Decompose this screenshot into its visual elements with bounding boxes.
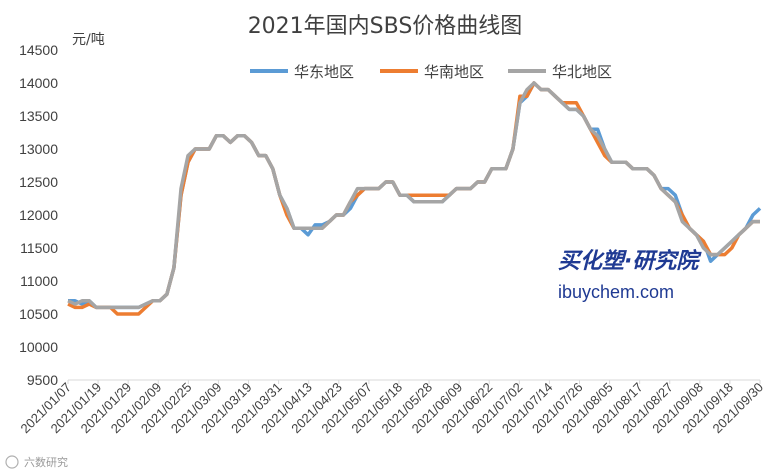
watermark-url: ibuychem.com	[558, 282, 674, 302]
x-axis: 2021/01/072021/01/192021/01/292021/02/09…	[17, 380, 766, 437]
corner-logo-icon	[5, 455, 19, 469]
y-axis-unit: 元/吨	[72, 32, 105, 48]
chart-title: 2021年国内SBS价格曲线图	[248, 14, 523, 39]
y-tick-label: 14000	[19, 75, 58, 91]
watermark-brand: 买化塑·研究院	[558, 248, 702, 274]
series-group	[67, 81, 762, 316]
y-tick-label: 12000	[19, 207, 58, 223]
series-line-2	[67, 81, 760, 310]
y-tick-label: 10000	[19, 339, 58, 355]
watermark: 买化塑·研究院 ibuychem.com	[558, 248, 702, 302]
y-tick-label: 13000	[19, 141, 58, 157]
y-tick-label: 12500	[19, 174, 58, 190]
y-tick-label: 10500	[19, 306, 58, 322]
y-tick-label: 9500	[27, 372, 58, 388]
corner-mark-text: 六数研究	[24, 455, 68, 469]
legend-label: 华南地区	[424, 63, 484, 81]
legend-label: 华北地区	[552, 63, 612, 81]
legend-label: 华东地区	[294, 63, 354, 81]
y-tick-label: 13500	[19, 108, 58, 124]
y-axis: 9500 10000 10500 11000 11500 12000 12500 13000 1…	[19, 42, 58, 388]
legend: 华东地区 华南地区 华北地区	[250, 63, 612, 81]
y-tick-label: 14500	[19, 42, 58, 58]
y-tick-label: 11000	[20, 273, 58, 289]
y-tick-label: 11500	[20, 240, 58, 256]
corner-mark: 六数研究	[5, 455, 68, 469]
